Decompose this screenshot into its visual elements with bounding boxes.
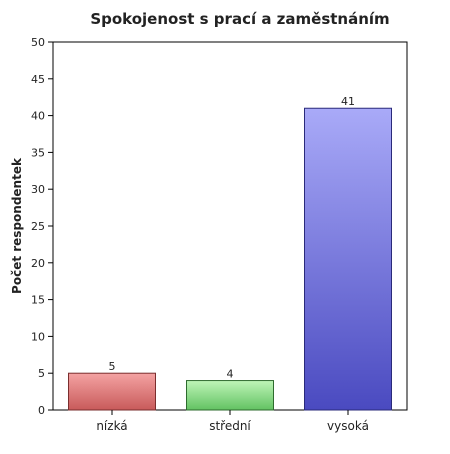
y-axis-label: Počet respondentek <box>10 157 24 294</box>
bar-0 <box>68 372 156 411</box>
y-tick-label: 25 <box>31 220 45 233</box>
y-tick-label: 20 <box>31 257 45 270</box>
bars <box>68 107 392 411</box>
y-tick-label: 0 <box>38 404 45 417</box>
y-tick-label: 10 <box>31 330 45 343</box>
y-tick-label: 45 <box>31 73 45 86</box>
y-tick-label: 15 <box>31 294 45 307</box>
bar-2 <box>304 107 392 411</box>
data-label: 4 <box>227 368 234 381</box>
x-axis-categories: nízká střední vysoká <box>96 410 369 433</box>
y-tick-label: 40 <box>31 110 45 123</box>
y-tick-label: 5 <box>38 367 45 380</box>
y-axis-ticks: 0 5 10 15 20 25 30 35 40 45 50 <box>31 36 53 417</box>
data-labels: 5 4 41 <box>109 95 356 380</box>
chart-title: Spokojenost s prací a zaměstnáním <box>90 10 389 28</box>
y-tick-label: 35 <box>31 146 45 159</box>
data-label: 5 <box>109 360 116 373</box>
bar-1 <box>186 380 274 411</box>
y-tick-label: 30 <box>31 183 45 196</box>
y-tick-label: 50 <box>31 36 45 49</box>
x-category-label: nízká <box>96 419 127 433</box>
x-category-label: vysoká <box>327 419 369 433</box>
x-category-label: střední <box>209 419 251 433</box>
data-label: 41 <box>341 95 355 108</box>
